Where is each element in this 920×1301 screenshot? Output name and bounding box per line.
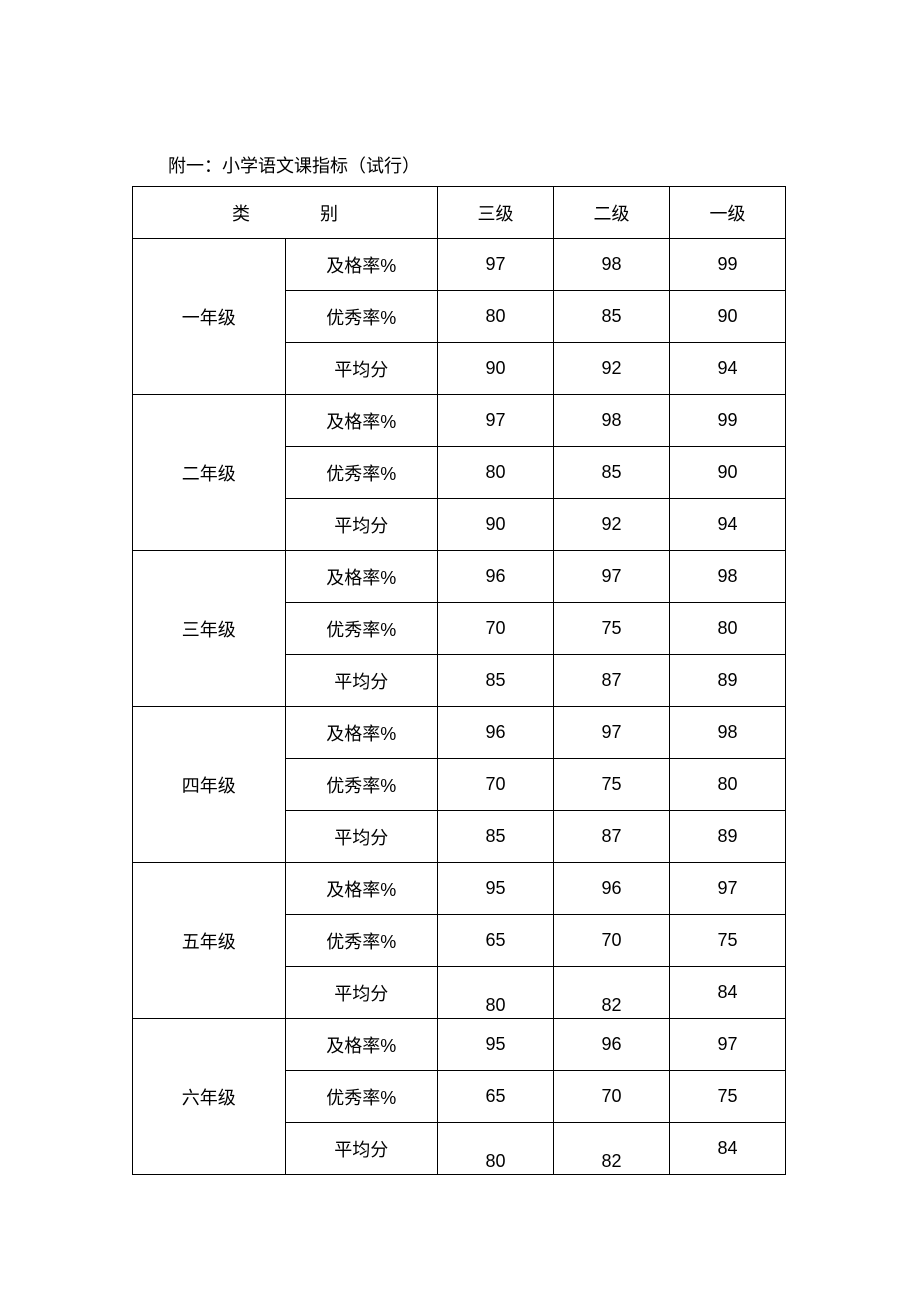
grade-cell: 五年级 [133,863,286,1019]
value-cell: 94 [670,343,786,395]
metric-cell: 优秀率% [285,915,438,967]
header-category-label-2: 别 [320,200,338,226]
grade-cell: 一年级 [133,239,286,395]
value-cell: 84 [670,967,786,1019]
value-cell: 92 [554,499,670,551]
value-cell: 75 [554,603,670,655]
value-cell: 80 [670,603,786,655]
value-cell: 97 [438,239,554,291]
value-cell: 99 [670,239,786,291]
value-cell: 98 [554,395,670,447]
value-cell: 82 [554,967,670,1019]
value-cell: 94 [670,499,786,551]
value-cell: 97 [670,1019,786,1071]
value-cell: 70 [554,915,670,967]
metric-cell: 平均分 [285,343,438,395]
value-cell: 65 [438,1071,554,1123]
metric-cell: 平均分 [285,1123,438,1175]
value-cell: 95 [438,1019,554,1071]
metric-cell: 平均分 [285,499,438,551]
value-cell: 96 [438,707,554,759]
metric-cell: 优秀率% [285,1071,438,1123]
value-cell: 75 [554,759,670,811]
header-level-2: 二级 [554,187,670,239]
metric-cell: 及格率% [285,551,438,603]
value-cell: 84 [670,1123,786,1175]
header-category: 类 别 [133,187,438,239]
document-content: 附一：小学语文课指标（试行） 类 别 三级 二级 一级 一年级及格率%97989… [0,0,920,1175]
metric-cell: 优秀率% [285,291,438,343]
table-row: 二年级及格率%979899 [133,395,786,447]
value-cell: 98 [670,707,786,759]
value-cell: 97 [554,551,670,603]
metric-cell: 优秀率% [285,759,438,811]
value-cell: 85 [554,447,670,499]
value-cell: 90 [438,343,554,395]
value-cell: 75 [670,915,786,967]
value-cell: 97 [554,707,670,759]
value-cell: 98 [554,239,670,291]
value-cell: 89 [670,811,786,863]
value-cell: 96 [554,863,670,915]
metric-cell: 平均分 [285,655,438,707]
value-cell: 80 [438,291,554,343]
table-header-row: 类 别 三级 二级 一级 [133,187,786,239]
value-cell: 87 [554,655,670,707]
value-cell: 70 [438,759,554,811]
value-cell: 65 [438,915,554,967]
metric-cell: 平均分 [285,967,438,1019]
metrics-table: 类 别 三级 二级 一级 一年级及格率%979899优秀率%808590平均分9… [132,186,786,1175]
value-cell: 87 [554,811,670,863]
metric-cell: 及格率% [285,1019,438,1071]
value-cell: 90 [670,447,786,499]
metric-cell: 优秀率% [285,603,438,655]
grade-cell: 六年级 [133,1019,286,1175]
value-cell: 89 [670,655,786,707]
value-cell: 85 [438,655,554,707]
value-cell: 80 [438,447,554,499]
value-cell: 90 [438,499,554,551]
metric-cell: 平均分 [285,811,438,863]
value-cell: 82 [554,1123,670,1175]
value-cell: 80 [438,967,554,1019]
value-cell: 97 [670,863,786,915]
header-level-1: 一级 [670,187,786,239]
metric-cell: 及格率% [285,707,438,759]
header-category-label-1: 类 [232,200,250,226]
value-cell: 70 [438,603,554,655]
value-cell: 96 [438,551,554,603]
value-cell: 98 [670,551,786,603]
value-cell: 97 [438,395,554,447]
value-cell: 92 [554,343,670,395]
value-cell: 96 [554,1019,670,1071]
metric-cell: 及格率% [285,863,438,915]
grade-cell: 四年级 [133,707,286,863]
table-row: 五年级及格率%959697 [133,863,786,915]
value-cell: 85 [438,811,554,863]
value-cell: 90 [670,291,786,343]
metric-cell: 及格率% [285,239,438,291]
value-cell: 80 [438,1123,554,1175]
table-row: 六年级及格率%959697 [133,1019,786,1071]
table-row: 三年级及格率%969798 [133,551,786,603]
table-row: 四年级及格率%969798 [133,707,786,759]
value-cell: 75 [670,1071,786,1123]
value-cell: 95 [438,863,554,915]
grade-cell: 二年级 [133,395,286,551]
value-cell: 80 [670,759,786,811]
header-level-3: 三级 [438,187,554,239]
value-cell: 85 [554,291,670,343]
table-row: 一年级及格率%979899 [133,239,786,291]
value-cell: 70 [554,1071,670,1123]
grade-cell: 三年级 [133,551,286,707]
metric-cell: 优秀率% [285,447,438,499]
metric-cell: 及格率% [285,395,438,447]
value-cell: 99 [670,395,786,447]
table-caption: 附一：小学语文课指标（试行） [168,152,920,178]
